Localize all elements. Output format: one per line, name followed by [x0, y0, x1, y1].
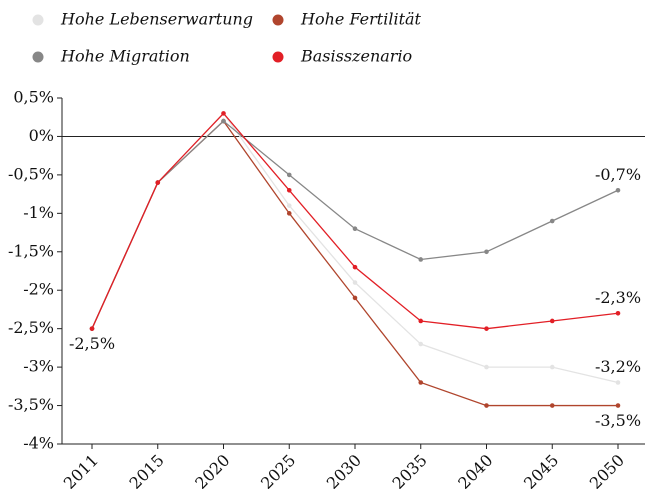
y-tick-label: -1,5%: [8, 241, 54, 260]
y-tick-label: -2,5%: [8, 318, 54, 337]
data-label: -2,3%: [595, 288, 641, 307]
legend-label: Hohe Lebenserwartung: [60, 10, 253, 29]
y-tick-label: -2%: [23, 280, 54, 299]
x-tick-label: 2030: [323, 451, 365, 489]
x-tick-label: 2011: [60, 451, 102, 489]
data-point: [484, 249, 489, 255]
data-point: [418, 380, 424, 385]
x-tick-label: 2045: [520, 451, 562, 489]
data-point: [549, 403, 555, 408]
y-tick-label: 0%: [29, 126, 54, 145]
series-line: [91, 112, 619, 384]
data-point: [549, 218, 555, 224]
data-point: [352, 295, 358, 301]
y-tick-label: -1%: [23, 203, 54, 222]
data-point: [484, 326, 489, 331]
data-label: -2,5%: [69, 334, 115, 353]
data-point: [615, 380, 621, 385]
data-point: [352, 226, 358, 232]
legend-label: Hohe Fertilität: [300, 10, 422, 29]
x-tick-label: 2035: [389, 451, 431, 489]
data-point: [549, 318, 555, 324]
data-point: [155, 180, 161, 185]
y-tick-label: -3%: [23, 357, 54, 376]
data-point: [352, 280, 358, 285]
data-point: [615, 187, 621, 193]
x-tick-label: 2040: [454, 451, 496, 489]
legend-label: Basisszenario: [300, 47, 412, 66]
y-tick-label: 0,5%: [13, 88, 54, 107]
data-point: [615, 403, 621, 408]
y-tick-label: -4%: [23, 434, 54, 453]
data-point: [418, 257, 424, 262]
x-tick-label: 2015: [126, 451, 168, 489]
data-point: [352, 264, 358, 270]
data-point: [286, 211, 292, 216]
legend-marker: [272, 51, 284, 63]
legend-marker: [272, 14, 284, 26]
data-point: [549, 364, 555, 370]
x-tick-label: 2050: [586, 451, 628, 489]
data-point: [484, 403, 489, 408]
data-label: -0,7%: [595, 165, 641, 184]
data-label: -3,2%: [595, 357, 641, 376]
x-tick-label: 2025: [257, 451, 299, 489]
data-point: [221, 118, 226, 124]
series-line: [91, 120, 618, 407]
legend-marker: [32, 14, 44, 26]
x-tick-label: 2020: [191, 451, 233, 489]
y-tick-label: -0,5%: [8, 164, 54, 183]
data-point: [89, 326, 95, 331]
data-point: [286, 187, 292, 193]
legend-label: Hohe Migration: [60, 47, 190, 66]
data-point: [286, 172, 292, 178]
data-point: [418, 318, 424, 324]
y-tick-label: -3,5%: [8, 395, 54, 414]
data-point: [286, 203, 292, 208]
data-point: [221, 111, 226, 116]
data-label: -3,5%: [595, 411, 641, 430]
data-point: [418, 341, 424, 347]
data-point: [615, 310, 621, 316]
legend-marker: [32, 51, 44, 63]
data-point: [484, 364, 489, 370]
